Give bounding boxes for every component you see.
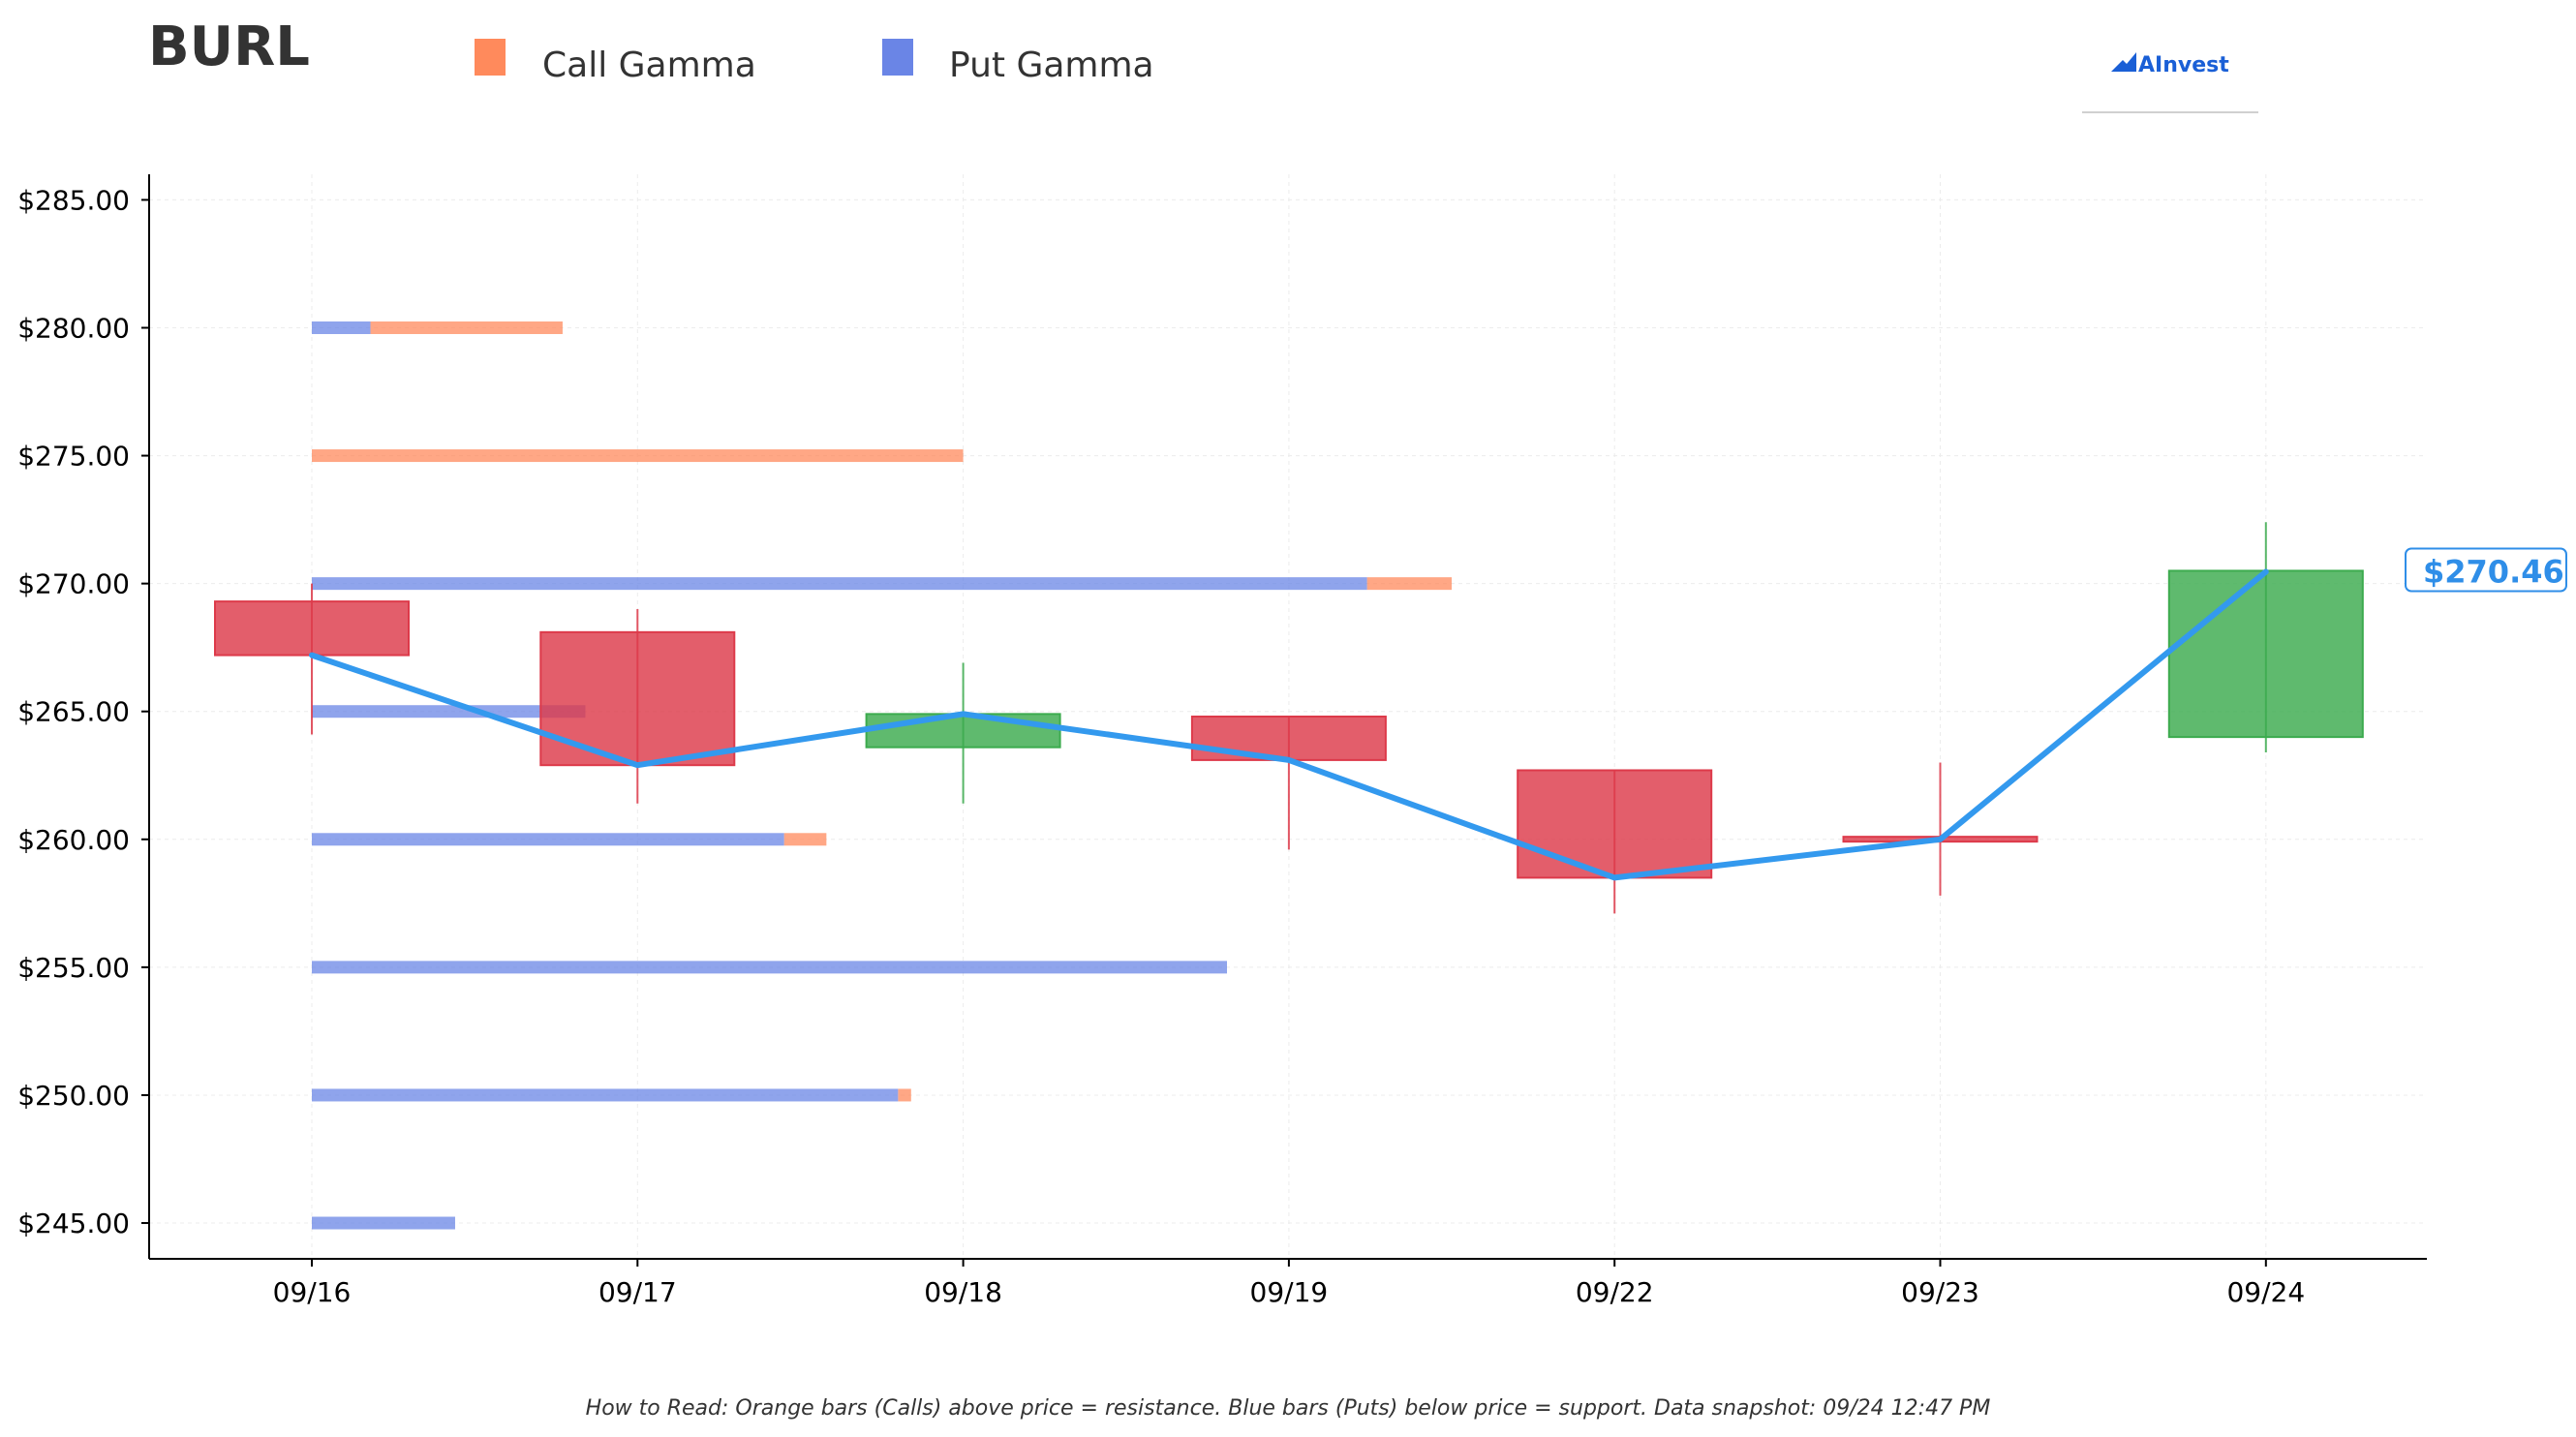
y-tick-label-5: $270.00 xyxy=(17,568,130,600)
y-tick-label-6: $275.00 xyxy=(17,441,130,473)
y-tick-label-3: $260.00 xyxy=(17,824,130,856)
legend: Call Gamma Put Gamma xyxy=(475,39,1154,85)
x-tick-label-3: 09/19 xyxy=(1250,1276,1329,1308)
call-gamma-bar-280 xyxy=(370,321,563,334)
call-gamma-bar-270 xyxy=(1366,577,1453,591)
put-gamma-bar-245 xyxy=(312,1216,455,1230)
put-gamma-bar-270 xyxy=(312,577,1367,591)
y-tick-label-7: $280.00 xyxy=(17,312,130,344)
candles xyxy=(214,522,2364,914)
y-tick-label-4: $265.00 xyxy=(17,696,130,728)
ainvest-logo-icon xyxy=(2111,52,2136,72)
y-tick-label-0: $245.00 xyxy=(17,1208,130,1239)
current-price-label: $270.46 xyxy=(2423,553,2564,590)
candle-body-0 xyxy=(214,600,410,657)
y-axis-ticks: $245.00 $250.00 $255.00 $260.00 $265.00 $270.… xyxy=(17,184,149,1239)
y-tick-label-2: $255.00 xyxy=(17,952,130,984)
close-price-line xyxy=(309,568,2269,881)
x-tick-label-5: 09/23 xyxy=(1901,1276,1979,1308)
candle-body-4 xyxy=(1517,769,1713,879)
call-gamma-bar-275 xyxy=(312,449,964,463)
legend-label-call: Call Gamma xyxy=(542,46,756,85)
put-gamma-bar-280 xyxy=(312,321,371,334)
x-tick-label-2: 09/18 xyxy=(924,1276,1002,1308)
candle-body-2 xyxy=(865,713,1061,749)
x-axis-ticks: 09/16 09/17 09/18 09/19 09/22 09/23 09/24 xyxy=(273,1259,2305,1308)
put-gamma-bar-265 xyxy=(312,705,586,718)
footer-note: How to Read: Orange bars (Calls) above p… xyxy=(586,1396,1991,1421)
put-gamma-bar-255 xyxy=(312,961,1228,974)
gamma-bars xyxy=(312,321,1453,1230)
legend-label-put: Put Gamma xyxy=(949,46,1154,85)
call-gamma-bar-260 xyxy=(783,833,827,846)
x-tick-label-4: 09/22 xyxy=(1576,1276,1654,1308)
put-gamma-bar-250 xyxy=(312,1088,899,1102)
x-tick-label-6: 09/24 xyxy=(2226,1276,2305,1308)
current-price-badge: $270.46 xyxy=(2405,547,2567,593)
close-line-layer xyxy=(309,568,2269,881)
legend-swatch-put xyxy=(882,39,913,76)
current-price-box xyxy=(2405,547,2567,593)
legend-swatch-call xyxy=(475,39,506,76)
x-tick-label-0: 09/16 xyxy=(273,1276,352,1308)
y-tick-label-1: $250.00 xyxy=(17,1080,130,1112)
ainvest-logo-text: AInvest xyxy=(2138,53,2229,77)
put-gamma-bar-260 xyxy=(312,833,784,846)
y-tick-label-8: $285.00 xyxy=(17,184,130,216)
x-tick-label-1: 09/17 xyxy=(598,1276,677,1308)
ainvest-logo: AInvest xyxy=(2082,52,2258,113)
candle-body-6 xyxy=(2167,569,2364,739)
chart-title: BURL xyxy=(148,15,310,78)
call-gamma-bar-250 xyxy=(898,1088,911,1102)
candle-body-3 xyxy=(1190,716,1387,761)
